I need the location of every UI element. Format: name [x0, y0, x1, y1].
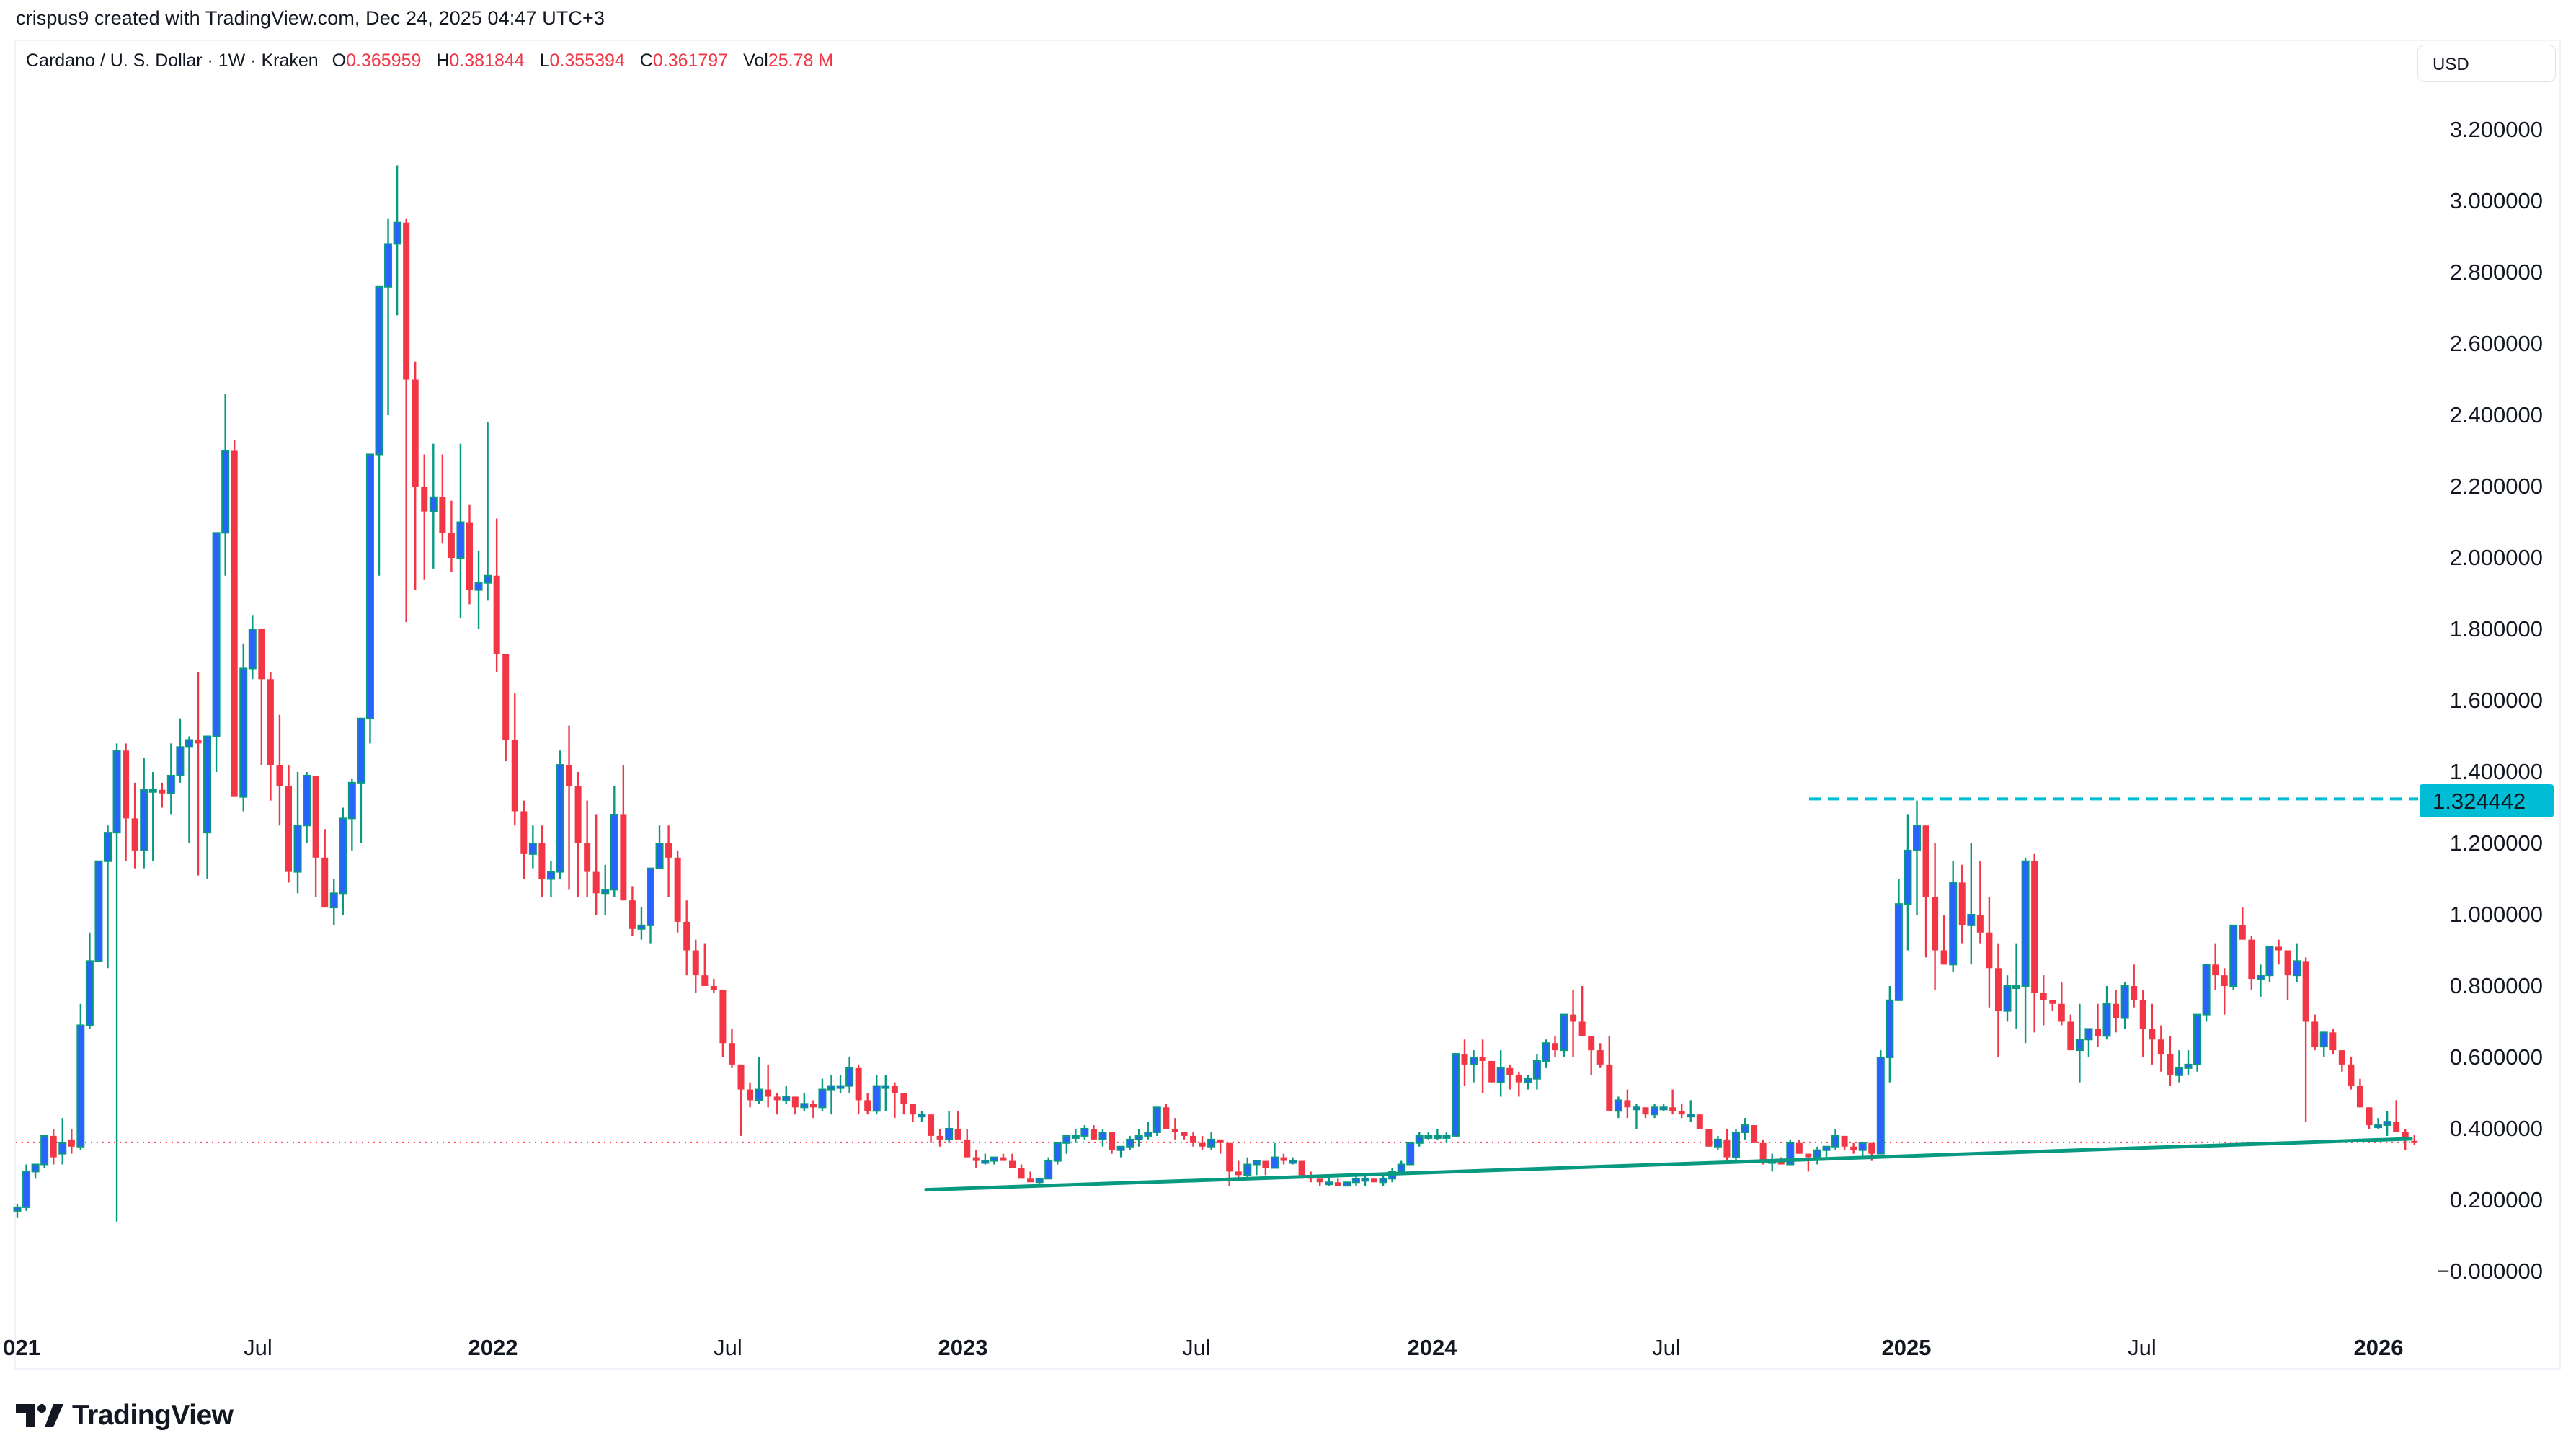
- time-tick: 2026: [2353, 1335, 2404, 1360]
- price-tick: 0.800000: [2449, 973, 2543, 998]
- price-tick: 3.200000: [2449, 117, 2543, 142]
- open-label: O: [332, 50, 347, 71]
- price-tick: 0.400000: [2449, 1116, 2543, 1141]
- price-tick: 2.200000: [2449, 474, 2543, 499]
- symbol-title[interactable]: Cardano / U. S. Dollar · 1W · Kraken: [26, 50, 319, 71]
- price-tick: 0.600000: [2449, 1044, 2543, 1070]
- price-tick: 3.000000: [2449, 188, 2543, 213]
- price-tick: 1.400000: [2449, 759, 2543, 784]
- price-tick: 2.600000: [2449, 331, 2543, 356]
- close-value: 0.361797: [652, 50, 729, 71]
- tradingview-logo-text: TradingView: [72, 1400, 234, 1431]
- time-tick: Jul: [714, 1335, 742, 1360]
- open-value: 0.365959: [346, 50, 422, 71]
- high-label: H: [436, 50, 450, 71]
- chart-credit: crispus9 created with TradingView.com, D…: [16, 7, 605, 29]
- price-tick: 1.200000: [2449, 830, 2543, 856]
- price-tick: 2.000000: [2449, 545, 2543, 570]
- time-tick: 021: [3, 1335, 40, 1360]
- time-tick: Jul: [1652, 1335, 1681, 1360]
- close-label: C: [639, 50, 653, 71]
- price-tick: 2.400000: [2449, 402, 2543, 427]
- time-axis[interactable]: 021 Jul 2022 Jul 2023 Jul 2024 Jul 2025 Jul 2026: [3, 1312, 2415, 1368]
- time-tick: Jul: [244, 1335, 272, 1360]
- price-level-label: 1.324442: [2420, 784, 2554, 817]
- price-tick: 2.800000: [2449, 259, 2543, 285]
- time-tick: 2024: [1407, 1335, 1457, 1360]
- symbol-legend: Cardano / U. S. Dollar · 1W · Kraken O0.…: [26, 50, 843, 71]
- time-tick: 2023: [938, 1335, 988, 1360]
- currency-button[interactable]: USD: [2417, 45, 2556, 82]
- price-axis[interactable]: 3.200000 3.000000 2.800000 2.600000 2.400000…: [2415, 86, 2559, 1312]
- time-tick: 2022: [468, 1335, 518, 1360]
- volume-value: 25.78 M: [768, 50, 834, 71]
- time-tick: Jul: [1182, 1335, 1211, 1360]
- high-value: 0.381844: [449, 50, 525, 71]
- price-tick: 0.200000: [2449, 1187, 2543, 1212]
- tradingview-logo-icon: [16, 1404, 63, 1427]
- price-tick: −0.000000: [2436, 1259, 2543, 1284]
- volume-label: Vol: [743, 50, 768, 71]
- chart-frame: [14, 40, 2561, 1370]
- price-tick: 1.000000: [2449, 902, 2543, 927]
- time-tick: Jul: [2128, 1335, 2157, 1360]
- price-tick: 1.600000: [2449, 688, 2543, 713]
- low-label: L: [539, 50, 550, 71]
- price-tick: 1.800000: [2449, 616, 2543, 642]
- time-tick: 2025: [1881, 1335, 1932, 1360]
- low-value: 0.355394: [549, 50, 625, 71]
- tradingview-logo[interactable]: TradingView: [16, 1400, 234, 1431]
